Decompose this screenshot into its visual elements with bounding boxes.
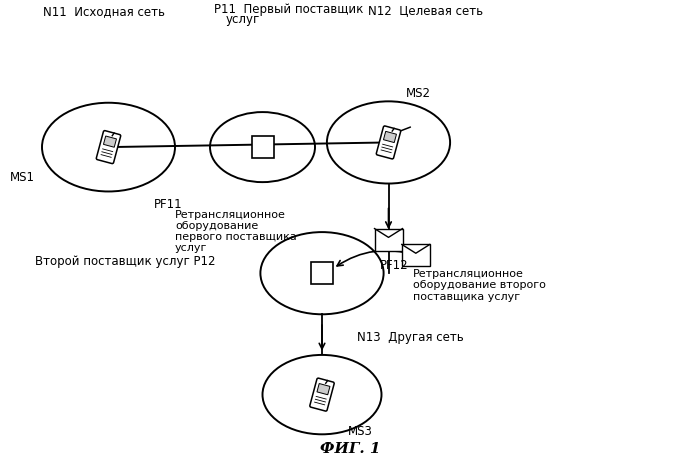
Text: P11  Первый поставщик: P11 Первый поставщик (214, 3, 363, 16)
Text: MS2: MS2 (406, 87, 431, 100)
Text: Ретрансляционное: Ретрансляционное (413, 269, 524, 279)
Bar (402, 244, 430, 267)
Ellipse shape (210, 112, 315, 182)
Bar (384, 131, 396, 142)
Text: Ретрансляционное: Ретрансляционное (175, 210, 286, 220)
Text: услуг: услуг (225, 13, 260, 26)
Bar (104, 136, 116, 147)
Ellipse shape (262, 355, 382, 434)
Text: N11  Исходная сеть: N11 Исходная сеть (43, 5, 165, 18)
Text: оборудование: оборудование (175, 221, 258, 231)
Ellipse shape (42, 103, 175, 191)
FancyBboxPatch shape (97, 131, 120, 163)
Text: MS3: MS3 (348, 425, 373, 438)
FancyBboxPatch shape (310, 378, 334, 411)
Ellipse shape (327, 101, 450, 184)
Text: PF11: PF11 (154, 198, 183, 211)
Text: N13  Другая сеть: N13 Другая сеть (357, 331, 463, 344)
Ellipse shape (260, 232, 384, 314)
Bar (311, 262, 333, 284)
Bar (251, 136, 274, 158)
Bar (374, 228, 402, 251)
FancyBboxPatch shape (377, 126, 400, 159)
Text: ФИГ. 1: ФИГ. 1 (320, 442, 380, 456)
Text: первого поставщика: первого поставщика (175, 232, 297, 242)
Text: PF12: PF12 (379, 259, 408, 272)
Text: услуг: услуг (175, 243, 207, 254)
Bar (317, 383, 330, 395)
Text: оборудование второго: оборудование второго (413, 280, 546, 290)
Text: MS1: MS1 (10, 171, 35, 184)
Text: поставщика услуг: поставщика услуг (413, 291, 520, 302)
Text: N12  Целевая сеть: N12 Целевая сеть (368, 4, 482, 17)
Text: Второй поставщик услуг P12: Второй поставщик услуг P12 (35, 255, 216, 268)
